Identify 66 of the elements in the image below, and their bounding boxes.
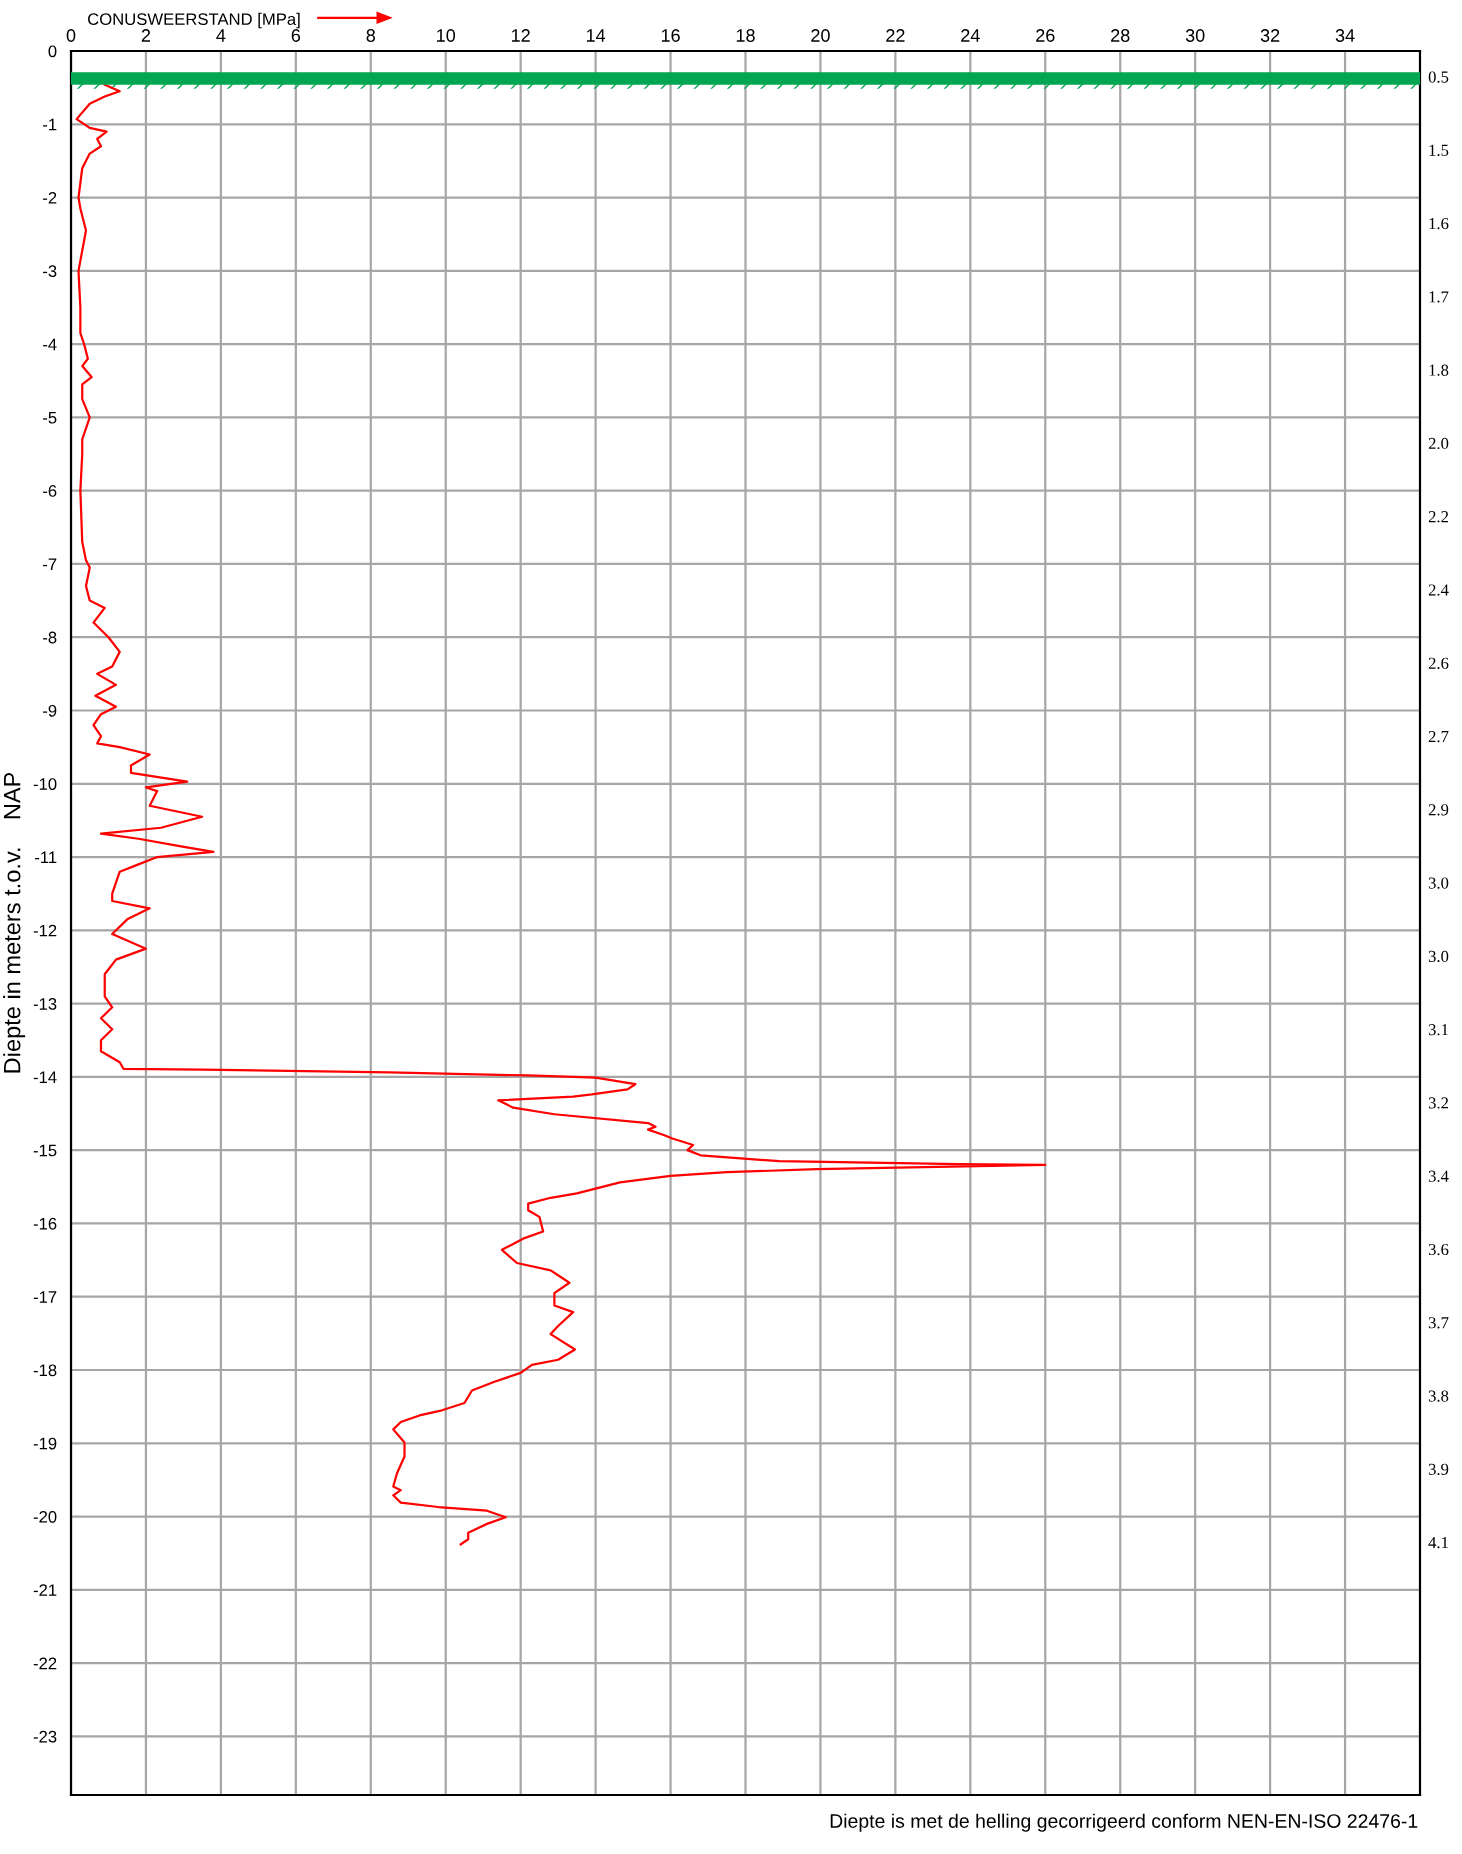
x-tick-label: 16: [661, 29, 680, 42]
y-tick-label: -7: [43, 558, 57, 570]
x-tick-label: 18: [736, 29, 755, 42]
y-tick-label: -8: [43, 631, 57, 644]
text: 3.6: [1428, 1243, 1449, 1256]
y-tick-label: -11: [34, 851, 57, 864]
x-tick-label: 2: [141, 29, 151, 42]
x-tick-label: 24: [961, 29, 980, 42]
text: 2.2: [1428, 511, 1449, 523]
x-tick-label: 12: [512, 29, 530, 42]
x-tick-label: 26: [1036, 29, 1055, 42]
y-tick-label: -22: [33, 1657, 57, 1670]
x-tick-label: 34: [1335, 29, 1355, 42]
y-tick-label: -23: [33, 1730, 57, 1743]
x-tick-label: 6: [291, 29, 301, 42]
x-axis-title: CONUSWEERSTAND [MPa]: [88, 12, 300, 29]
x-tick-label: 8: [366, 29, 376, 42]
x-tick-label: 20: [811, 29, 830, 42]
text: 3.0: [1428, 877, 1449, 889]
y-tick-label: -16: [33, 1217, 57, 1230]
y-tick-label: -10: [33, 778, 57, 790]
text: Diepte is met de helling gecorrigeerd conform NEN-EN-ISO 22476-1: [830, 1813, 1418, 1832]
y-tick-label: -3: [43, 265, 57, 278]
y-tick-label: -19: [33, 1437, 57, 1450]
y-tick-label: -6: [43, 485, 57, 497]
text: 1.8: [1429, 364, 1449, 376]
y-tick-label: -13: [33, 998, 57, 1010]
text: 1.7: [1429, 291, 1449, 303]
text: 3.9: [1428, 1463, 1449, 1475]
text: 2.0: [1428, 437, 1449, 450]
text: 2.4: [1428, 584, 1449, 596]
text: 3.4: [1428, 1170, 1449, 1182]
text: 0.5: [1428, 71, 1449, 83]
text: 3.0: [1428, 950, 1449, 963]
y-axis-title: Diepte in meters t.o.v. NAP: [3, 772, 26, 1073]
text: 2.6: [1428, 657, 1449, 669]
text: 2.7: [1428, 730, 1449, 743]
x-tick-label: 4: [216, 29, 226, 42]
x-tick-label: 32: [1260, 29, 1280, 42]
text: 1.6: [1429, 218, 1449, 230]
y-tick-label: -14: [33, 1071, 57, 1083]
y-tick-label: -4: [43, 338, 57, 351]
y-tick-label: -1: [43, 118, 57, 131]
text: 4.1: [1428, 1537, 1448, 1549]
y-tick-label: -2: [43, 191, 57, 204]
text: 2.9: [1428, 804, 1449, 816]
x-tick-label: 10: [437, 29, 456, 42]
y-tick-label: -12: [33, 924, 57, 937]
x-tick-label: 0: [66, 29, 76, 42]
y-tick-label: 0: [48, 45, 57, 58]
x-tick-label: 22: [886, 29, 905, 42]
text: 3.8: [1428, 1390, 1449, 1402]
text: 3.7: [1428, 1317, 1449, 1329]
y-tick-label: -17: [33, 1291, 57, 1303]
x-tick-label: 28: [1111, 29, 1130, 42]
y-tick-label: -5: [43, 411, 57, 424]
x-tick-label: 30: [1185, 29, 1205, 42]
y-tick-label: -9: [43, 704, 57, 717]
text: 3.1: [1428, 1024, 1448, 1036]
text: 3.2: [1428, 1097, 1449, 1109]
x-tick-label: 14: [586, 29, 606, 42]
text: 1.5: [1429, 144, 1449, 156]
y-tick-label: -21: [33, 1584, 57, 1596]
y-tick-label: -18: [33, 1364, 57, 1377]
y-tick-label: -15: [33, 1144, 57, 1157]
y-tick-label: -20: [33, 1510, 57, 1523]
